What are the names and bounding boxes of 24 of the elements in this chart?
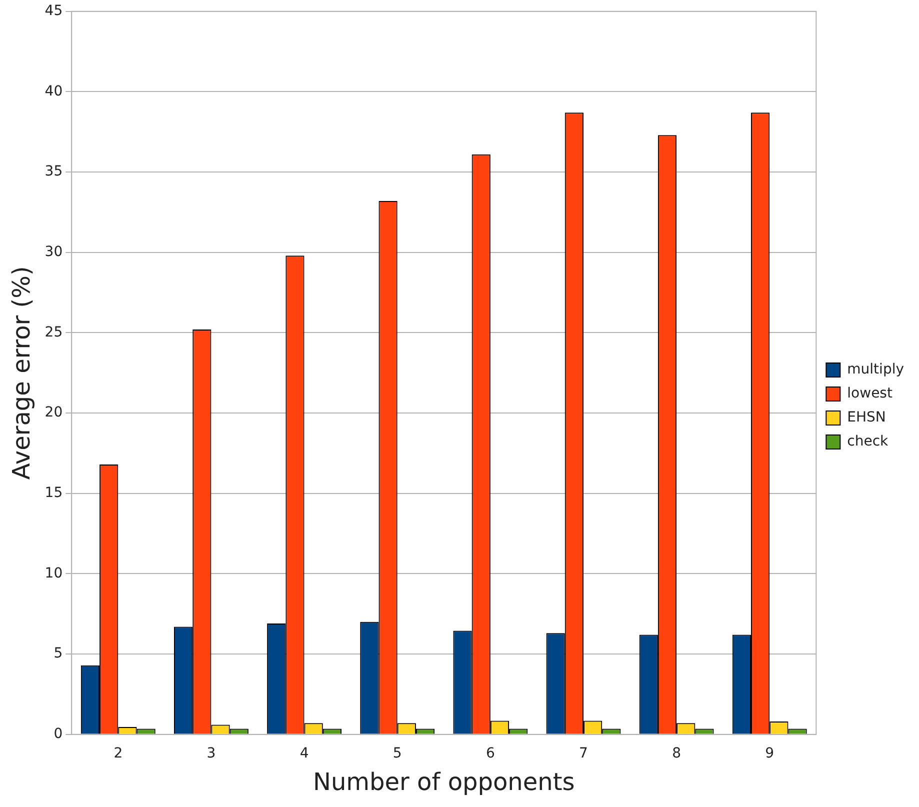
y-tick-label: 20: [44, 404, 63, 421]
legend-label: check: [847, 434, 890, 450]
y-tick-label: 45: [44, 3, 63, 20]
x-tick-label: 4: [300, 745, 309, 762]
y-tick-label: 35: [44, 164, 63, 180]
legend-label: EHSN: [847, 410, 886, 426]
y-tick-label: 5: [54, 646, 63, 662]
x-axis-title: Number of opponents: [313, 768, 575, 796]
y-tick-label: 25: [44, 324, 63, 340]
x-tick-label: 3: [206, 745, 216, 762]
y-tick-label: 15: [44, 485, 63, 502]
y-tick-label: 10: [44, 565, 63, 582]
legend-label: multiply: [847, 362, 904, 378]
y-tick-label: 0: [54, 726, 63, 742]
x-tick-label: 6: [486, 745, 495, 762]
y-tick-label: 40: [44, 83, 63, 100]
x-tick-label: 8: [672, 745, 682, 762]
x-tick-label: 2: [114, 745, 123, 762]
y-tick-label: 30: [44, 244, 63, 260]
x-tick-label: 9: [765, 745, 774, 762]
x-tick-label: 7: [579, 745, 588, 762]
legend-label: lowest: [847, 386, 893, 402]
x-tick-label: 5: [392, 745, 402, 762]
y-axis-title: Average error (%): [8, 266, 36, 480]
